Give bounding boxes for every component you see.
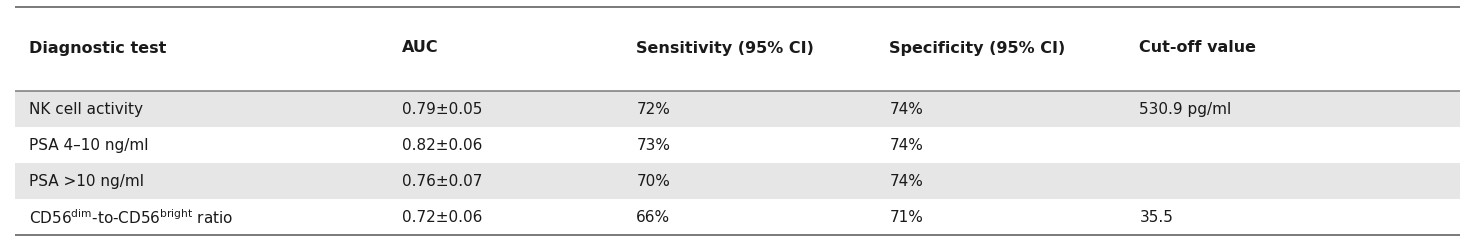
Text: Specificity (95% CI): Specificity (95% CI)	[889, 41, 1065, 55]
Text: 66%: 66%	[636, 210, 671, 225]
Text: NK cell activity: NK cell activity	[30, 102, 143, 117]
Bar	[15, 91, 1460, 127]
Text: CD56$^{\mathregular{dim}}$-to-CD56$^{\mathregular{bright}}$ ratio: CD56$^{\mathregular{dim}}$-to-CD56$^{\ma…	[30, 208, 233, 227]
Text: Cut-off value: Cut-off value	[1139, 41, 1257, 55]
Bar	[15, 163, 1460, 199]
Text: 0.82±0.06: 0.82±0.06	[403, 138, 482, 153]
Text: 72%: 72%	[636, 102, 670, 117]
Text: PSA 4–10 ng/ml: PSA 4–10 ng/ml	[30, 138, 149, 153]
Text: AUC: AUC	[403, 41, 438, 55]
Text: 71%: 71%	[889, 210, 923, 225]
Text: 0.76±0.07: 0.76±0.07	[403, 174, 482, 189]
Text: 0.72±0.06: 0.72±0.06	[403, 210, 482, 225]
Text: Diagnostic test: Diagnostic test	[30, 41, 167, 55]
Bar	[15, 127, 1460, 163]
Text: 530.9 pg/ml: 530.9 pg/ml	[1139, 102, 1232, 117]
Text: 70%: 70%	[636, 174, 670, 189]
Text: 74%: 74%	[889, 138, 923, 153]
Text: 74%: 74%	[889, 174, 923, 189]
Bar	[15, 199, 1460, 235]
Text: 73%: 73%	[636, 138, 670, 153]
Text: Sensitivity (95% CI): Sensitivity (95% CI)	[636, 41, 814, 55]
Text: 35.5: 35.5	[1139, 210, 1173, 225]
Text: 74%: 74%	[889, 102, 923, 117]
Text: 0.79±0.05: 0.79±0.05	[403, 102, 482, 117]
Text: PSA >10 ng/ml: PSA >10 ng/ml	[30, 174, 145, 189]
